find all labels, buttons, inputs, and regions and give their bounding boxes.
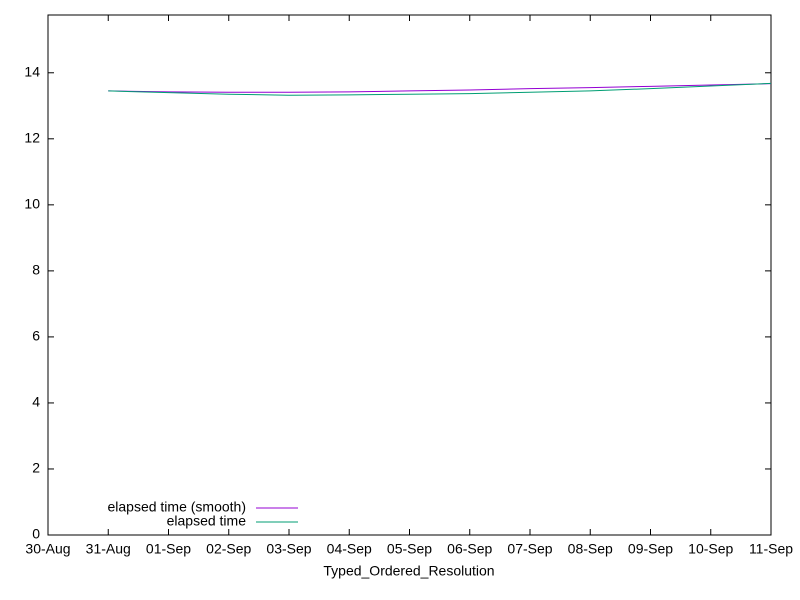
y-tick-label: 8 xyxy=(32,262,40,278)
legend-label: elapsed time (smooth) xyxy=(107,499,246,515)
series-line xyxy=(108,82,772,96)
x-tick-label: 10-Sep xyxy=(688,541,733,557)
x-tick-label: 07-Sep xyxy=(507,541,552,557)
x-tick-label: 01-Sep xyxy=(146,541,191,557)
y-tick-label: 14 xyxy=(24,63,40,79)
y-tick-label: 6 xyxy=(32,328,40,344)
y-tick-label: 12 xyxy=(24,130,40,146)
y-tick-label: 4 xyxy=(32,394,40,410)
x-tick-label: 02-Sep xyxy=(206,541,251,557)
x-tick-label: 06-Sep xyxy=(447,541,492,557)
y-tick-label: 2 xyxy=(32,460,40,476)
x-tick-label: 09-Sep xyxy=(628,541,673,557)
x-axis-label: Typed_Ordered_Resolution xyxy=(323,563,494,579)
x-tick-label: 11-Sep xyxy=(749,541,793,557)
x-tick-label: 04-Sep xyxy=(327,541,372,557)
plot-border xyxy=(47,14,772,536)
x-tick-label: 03-Sep xyxy=(266,541,311,557)
x-tick-label: 08-Sep xyxy=(568,541,613,557)
x-tick-label: 31-Aug xyxy=(86,541,131,557)
x-tick-label: 05-Sep xyxy=(387,541,432,557)
y-tick-label: 0 xyxy=(32,526,40,542)
legend-label: elapsed time xyxy=(167,513,247,529)
x-tick-label: 30-Aug xyxy=(25,541,70,557)
y-tick-label: 10 xyxy=(24,196,40,212)
series-line xyxy=(108,83,772,93)
